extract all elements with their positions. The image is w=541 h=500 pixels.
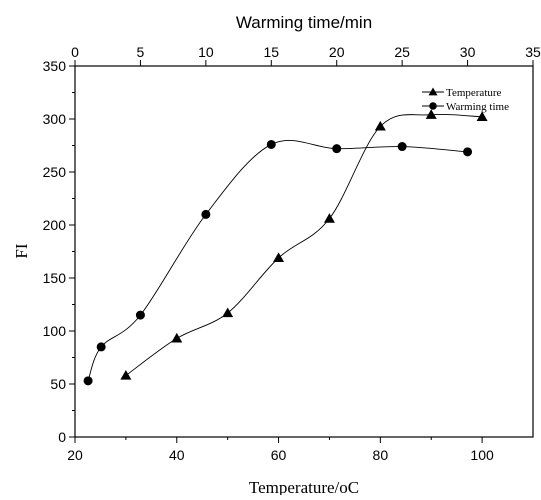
plot-frame xyxy=(74,65,534,438)
x-axis-label-text: Temperature/ xyxy=(249,478,340,495)
y-axis-label: FI xyxy=(12,243,31,258)
x-tick-label: 100 xyxy=(470,447,494,463)
y-tick-label: 250 xyxy=(43,164,67,180)
series-layer xyxy=(83,109,488,386)
data-point-triangle xyxy=(120,370,132,380)
y-tick-label: 150 xyxy=(43,270,67,286)
x2-tick-label: 5 xyxy=(137,44,145,60)
legend-marker-triangle xyxy=(428,87,438,96)
x2-tick-label: 20 xyxy=(329,44,345,60)
data-point-triangle xyxy=(425,109,437,119)
x2-tick-label: 0 xyxy=(71,44,79,60)
data-point-circle xyxy=(83,376,93,386)
data-point-circle xyxy=(201,209,211,219)
legend-label: Warming time xyxy=(446,101,509,113)
data-point-triangle xyxy=(374,120,386,131)
x2-tick-label: 15 xyxy=(263,44,279,60)
x2-tick-label: 25 xyxy=(394,44,410,60)
data-point-circle xyxy=(96,342,106,352)
x-axis-label: Temperature/oC xyxy=(249,478,359,495)
y-tick-label: 0 xyxy=(58,429,66,445)
data-point-circle xyxy=(135,310,145,320)
y-tick-label: 300 xyxy=(43,111,67,127)
x-tick-label: 80 xyxy=(373,447,389,463)
x-axis-label-unit: oC xyxy=(339,478,359,495)
data-point-triangle xyxy=(273,252,285,262)
series-line xyxy=(87,140,468,381)
data-point-triangle xyxy=(476,111,488,122)
x-tick-label: 40 xyxy=(169,447,185,463)
data-point-circle xyxy=(266,139,276,149)
x-tick-label: 20 xyxy=(67,447,83,463)
y-tick-label: 50 xyxy=(50,376,66,392)
data-point-circle xyxy=(332,144,342,154)
y-tick-label: 200 xyxy=(43,217,67,233)
data-point-circle xyxy=(397,142,407,152)
axes-layer: 0 50 100 150 200 250 300 350 20 40 60 80 100 0 5 10 15 20… xyxy=(43,44,541,463)
legend-label: Temperature xyxy=(446,87,502,99)
x2-tick-label: 30 xyxy=(460,44,476,60)
y-tick-label: 350 xyxy=(43,58,67,74)
series-line xyxy=(125,113,483,376)
x-tick-label: 60 xyxy=(271,447,287,463)
y-tick-label: 100 xyxy=(43,323,67,339)
data-point-triangle xyxy=(222,307,234,318)
data-point-triangle xyxy=(323,213,335,223)
data-point-triangle xyxy=(171,332,183,343)
legend: Temperature Warming time xyxy=(422,87,509,113)
x2-tick-label: 35 xyxy=(525,44,541,60)
data-point-circle xyxy=(463,147,473,157)
legend-marker-circle xyxy=(429,102,437,110)
x2-tick-label: 10 xyxy=(198,44,214,60)
top-axis-label: Warming time/min xyxy=(236,13,372,32)
